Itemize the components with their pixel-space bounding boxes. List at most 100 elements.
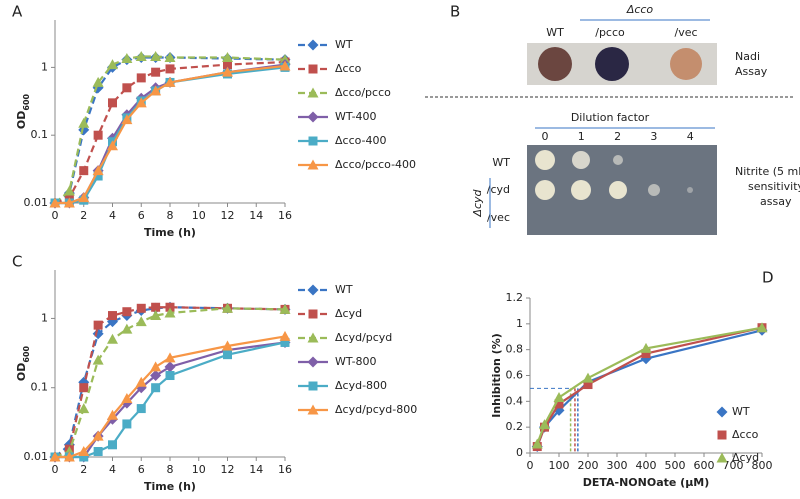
panel-label: D bbox=[762, 269, 774, 287]
legend-label: WT bbox=[335, 283, 353, 296]
marker bbox=[121, 323, 133, 334]
marker bbox=[150, 50, 162, 61]
marker bbox=[121, 114, 133, 125]
dilution-label: 4 bbox=[687, 130, 694, 143]
nadi-text: Assay bbox=[735, 65, 768, 78]
marker bbox=[63, 185, 75, 196]
marker bbox=[136, 404, 146, 414]
legend-marker bbox=[307, 111, 319, 123]
legend-label: Δcco bbox=[335, 62, 362, 75]
x-tick-label: 2 bbox=[80, 463, 87, 476]
marker bbox=[49, 451, 61, 462]
x-tick-label: 10 bbox=[192, 209, 206, 222]
marker bbox=[135, 316, 147, 327]
nadi-spot bbox=[538, 47, 572, 81]
y-tick-label: 1 bbox=[41, 60, 48, 73]
x-tick-label: 200 bbox=[578, 459, 599, 472]
x-tick-label: 16 bbox=[278, 463, 292, 476]
y-axis-title-main: Inhibition (%) bbox=[490, 333, 503, 418]
legend-label: Δcco-400 bbox=[335, 134, 387, 147]
marker bbox=[583, 380, 593, 390]
x-tick-label: 14 bbox=[249, 463, 263, 476]
x-tick-label: 12 bbox=[221, 209, 235, 222]
legend-label: WT-800 bbox=[335, 355, 377, 368]
x-tick-label: 2 bbox=[80, 209, 87, 222]
x-tick-label: 600 bbox=[694, 459, 715, 472]
y-tick-label: 0.01 bbox=[24, 450, 49, 463]
row-label: /cyd bbox=[487, 183, 510, 196]
y-tick-label: 0.01 bbox=[24, 196, 49, 209]
marker bbox=[135, 50, 147, 61]
x-tick-label: 0 bbox=[527, 459, 534, 472]
legend-label: Δcyd/pcyd bbox=[335, 331, 392, 344]
legend-label: WT-400 bbox=[335, 110, 377, 123]
legend-label: Δcco/pcco-400 bbox=[335, 158, 416, 171]
marker bbox=[92, 165, 104, 176]
marker bbox=[78, 446, 90, 457]
legend-label: Δcyd-800 bbox=[335, 379, 387, 392]
marker bbox=[554, 399, 564, 409]
panel-label: B bbox=[450, 3, 460, 21]
marker bbox=[222, 51, 233, 62]
marker bbox=[280, 337, 290, 347]
marker bbox=[122, 83, 132, 93]
marker bbox=[164, 352, 176, 363]
marker bbox=[79, 452, 89, 462]
marker bbox=[641, 349, 651, 359]
x-tick-label: 10 bbox=[192, 463, 206, 476]
y-axis-title-main: OD bbox=[15, 363, 28, 381]
legend-marker bbox=[308, 381, 318, 391]
x-tick-label: 8 bbox=[167, 463, 174, 476]
marker bbox=[222, 66, 233, 77]
mutant-label: Δcyd bbox=[471, 188, 484, 217]
marker bbox=[223, 350, 232, 360]
y-axis-title: Inhibition (%) bbox=[490, 333, 503, 418]
marker bbox=[222, 302, 233, 313]
marker bbox=[92, 328, 104, 340]
marker bbox=[164, 307, 176, 318]
marker bbox=[92, 76, 104, 87]
nitrite-text: assay bbox=[760, 195, 792, 208]
marker bbox=[108, 311, 117, 321]
marker bbox=[222, 340, 233, 351]
marker bbox=[107, 333, 118, 344]
legend-marker bbox=[307, 284, 319, 296]
marker bbox=[151, 67, 161, 77]
y-tick-label: 0.1 bbox=[31, 381, 49, 394]
legend-marker bbox=[716, 406, 728, 418]
y-axis-title-sub: 600 bbox=[22, 345, 31, 362]
legend-marker bbox=[307, 159, 319, 170]
mutant-label: Δcco bbox=[626, 3, 654, 16]
legend-marker bbox=[308, 309, 318, 319]
legend-marker bbox=[307, 39, 319, 51]
x-tick-label: 16 bbox=[278, 209, 292, 222]
nadi-spot bbox=[670, 48, 702, 80]
legend-marker bbox=[307, 332, 319, 343]
marker bbox=[93, 171, 103, 181]
marker bbox=[553, 391, 565, 402]
dilution-title: Dilution factor bbox=[571, 111, 650, 124]
x-tick-label: 14 bbox=[249, 209, 263, 222]
y-tick-label: 0.8 bbox=[506, 343, 524, 356]
dilution-label: 3 bbox=[650, 130, 657, 143]
marker bbox=[63, 197, 75, 208]
spot bbox=[572, 151, 590, 169]
spot bbox=[535, 150, 555, 170]
marker bbox=[93, 447, 103, 457]
series-line bbox=[536, 326, 763, 445]
marker bbox=[279, 303, 291, 314]
y-axis-title-sub: 600 bbox=[22, 93, 31, 110]
x-axis-title: DETA-NONOate (µM) bbox=[583, 476, 710, 489]
legend-marker bbox=[307, 404, 319, 415]
marker bbox=[165, 371, 175, 381]
x-tick-label: 8 bbox=[167, 209, 174, 222]
marker bbox=[108, 98, 117, 108]
marker bbox=[78, 192, 90, 203]
legend-label: WT bbox=[732, 405, 750, 418]
x-tick-label: 12 bbox=[221, 463, 235, 476]
marker bbox=[279, 60, 291, 71]
row-label: /vec bbox=[487, 211, 510, 224]
x-tick-label: 4 bbox=[109, 463, 116, 476]
legend-label: Δcyd/pcyd-800 bbox=[335, 403, 417, 416]
